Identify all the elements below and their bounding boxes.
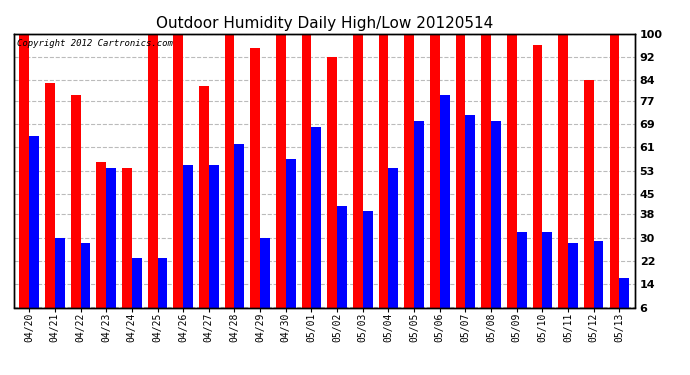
Bar: [466, 115, 475, 325]
Bar: [286, 159, 295, 325]
Bar: [379, 34, 388, 325]
Bar: [533, 45, 542, 325]
Bar: [199, 86, 209, 325]
Bar: [414, 121, 424, 325]
Bar: [260, 238, 270, 325]
Bar: [353, 34, 363, 325]
Bar: [430, 34, 440, 325]
Bar: [19, 34, 29, 325]
Bar: [542, 232, 552, 325]
Bar: [584, 80, 593, 325]
Bar: [558, 34, 568, 325]
Bar: [455, 34, 466, 325]
Bar: [276, 34, 286, 325]
Bar: [209, 165, 219, 325]
Bar: [132, 258, 141, 325]
Bar: [620, 278, 629, 325]
Bar: [337, 206, 347, 325]
Bar: [148, 34, 157, 325]
Bar: [183, 165, 193, 325]
Bar: [225, 34, 235, 325]
Bar: [250, 48, 260, 325]
Bar: [302, 34, 311, 325]
Bar: [235, 144, 244, 325]
Bar: [173, 34, 183, 325]
Bar: [593, 240, 604, 325]
Bar: [404, 34, 414, 325]
Title: Outdoor Humidity Daily High/Low 20120514: Outdoor Humidity Daily High/Low 20120514: [156, 16, 493, 31]
Bar: [106, 168, 116, 325]
Bar: [440, 95, 449, 325]
Bar: [97, 162, 106, 325]
Bar: [122, 168, 132, 325]
Bar: [388, 168, 398, 325]
Bar: [491, 121, 501, 325]
Text: Copyright 2012 Cartronics.com: Copyright 2012 Cartronics.com: [17, 39, 172, 48]
Bar: [71, 95, 81, 325]
Bar: [568, 243, 578, 325]
Bar: [507, 34, 517, 325]
Bar: [363, 211, 373, 325]
Bar: [45, 83, 55, 325]
Bar: [55, 238, 65, 325]
Bar: [482, 34, 491, 325]
Bar: [157, 258, 167, 325]
Bar: [327, 57, 337, 325]
Bar: [81, 243, 90, 325]
Bar: [610, 34, 620, 325]
Bar: [517, 232, 526, 325]
Bar: [29, 136, 39, 325]
Bar: [311, 127, 322, 325]
